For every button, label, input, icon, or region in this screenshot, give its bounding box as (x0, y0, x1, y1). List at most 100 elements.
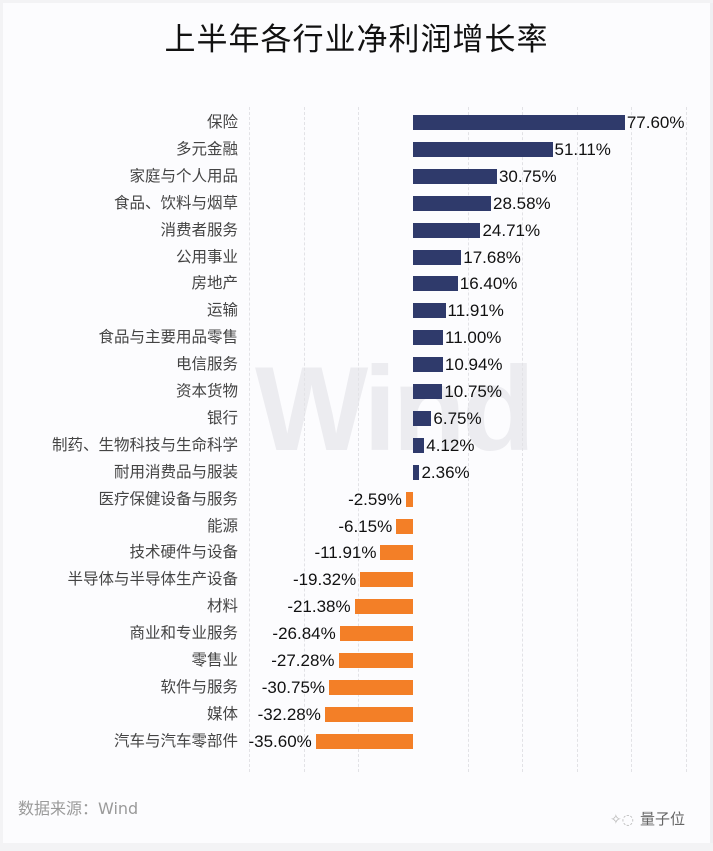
bar (354, 599, 413, 615)
value-label: 4.12% (426, 435, 475, 455)
category-label: 软件与服务 (160, 677, 238, 696)
value-label: -21.38% (287, 597, 351, 617)
category-label: 医疗保健设备与服务 (98, 489, 238, 508)
bar (329, 679, 413, 695)
bar (413, 249, 462, 265)
bar-row: 电信服务 10.94% (0, 355, 713, 383)
bar-row: 半导体与半导体生产设备 -19.32% (0, 570, 713, 598)
gridline (358, 107, 360, 772)
bar-row: 零售业 -27.28% (0, 651, 713, 679)
value-label: -6.15% (338, 516, 393, 536)
bar-row: 食品、饮料与烟草 28.58% (0, 193, 713, 222)
category-label: 半导体与半导体生产设备 (67, 570, 238, 589)
bar (405, 491, 413, 507)
category-label: 商业和专业服务 (129, 624, 238, 643)
bar-row: 银行 6.75% (0, 408, 713, 437)
bar-row: 多元金融 51.11% (0, 139, 713, 168)
brand-name: 量子位 (639, 810, 685, 828)
value-label: 17.68% (463, 247, 521, 267)
value-label: 11.91% (447, 301, 504, 321)
bar-row: 材料 -21.38% (0, 597, 713, 625)
bar-row: 制药、生物科技与生命科学 4.12% (0, 435, 713, 464)
value-label: 51.11% (554, 139, 611, 159)
bar-row: 技术硬件与设备 -11.91% (0, 543, 713, 571)
category-label: 汽车与汽车零部件 (113, 731, 238, 750)
category-label: 零售业 (191, 651, 238, 669)
bar-row: 资本货物 10.75% (0, 382, 713, 410)
chart-card (3, 3, 713, 843)
bar-row: 耐用消费品与服装 2.36% (0, 462, 713, 491)
value-label: -32.28% (257, 704, 321, 724)
bar (315, 733, 413, 749)
bar-row: 消费者服务 24.71% (0, 220, 713, 249)
category-label: 消费者服务 (160, 220, 238, 239)
bar (338, 653, 413, 668)
bar-row: 商业和专业服务 -26.84% (0, 624, 713, 652)
data-source: 数据来源：Wind (18, 799, 139, 818)
category-label: 电信服务 (175, 355, 238, 374)
bar-row: 运输 11.91% (0, 301, 713, 329)
bar (380, 545, 413, 561)
bar (413, 384, 443, 399)
gridline (249, 107, 251, 772)
category-label: 技术硬件与设备 (129, 543, 238, 562)
category-label: 银行 (206, 408, 238, 427)
value-label: 10.94% (444, 355, 503, 375)
bar (413, 464, 420, 480)
watermark: Wind (255, 342, 535, 476)
bar (413, 168, 497, 184)
bar (339, 626, 413, 642)
brand-logo: ✧◌ 量子位 (610, 808, 685, 829)
gridline (576, 107, 578, 772)
category-label: 耐用消费品与服装 (113, 462, 238, 481)
bar-row: 食品与主要用品零售 11.00% (0, 328, 713, 356)
gridline (631, 107, 633, 772)
bar (413, 357, 443, 373)
bar (396, 518, 413, 534)
bar (413, 195, 492, 211)
value-label: 11.00% (445, 328, 502, 348)
wechat-bubble-icon: ✧◌ (610, 812, 634, 828)
gridline (686, 107, 687, 772)
gridline (522, 107, 524, 772)
bar-row: 公用事业 17.68% (0, 247, 713, 276)
value-label: -11.91% (314, 543, 377, 563)
category-label: 材料 (206, 597, 238, 616)
bar-row: 家庭与个人用品 30.75% (0, 166, 713, 195)
value-label: 24.71% (482, 220, 541, 240)
value-label: 10.75% (444, 382, 503, 401)
category-label: 家庭与个人用品 (129, 166, 238, 185)
bar (413, 141, 553, 157)
bar-row: 软件与服务 -30.75% (0, 677, 713, 706)
bar (324, 706, 413, 722)
bar-row: 汽车与汽车零部件 -35.60% (0, 731, 713, 760)
value-label: 30.75% (498, 166, 557, 186)
bar (413, 437, 425, 453)
bar (413, 410, 432, 426)
category-label: 制药、生物科技与生命科学 (51, 435, 238, 454)
category-label: 多元金融 (175, 139, 238, 158)
value-label: 28.58% (493, 193, 551, 213)
value-label: -27.28% (271, 651, 335, 670)
bar (413, 115, 625, 130)
value-label: -35.60% (248, 731, 312, 751)
category-label: 资本货物 (175, 382, 238, 400)
bar (360, 572, 413, 588)
value-label: 16.40% (459, 274, 518, 294)
bar (413, 330, 444, 346)
bar-row: 医疗保健设备与服务 -2.59% (0, 489, 713, 518)
bar-row: 能源 -6.15% (0, 516, 713, 545)
value-label: 77.60% (626, 113, 685, 132)
category-label: 食品与主要用品零售 (98, 328, 238, 347)
category-label: 能源 (206, 516, 238, 535)
bar-row: 保险 77.60% (0, 113, 713, 141)
bar-row: 房地产 16.40% (0, 274, 713, 302)
gridline (303, 107, 305, 772)
category-label: 媒体 (206, 704, 238, 723)
value-label: -2.59% (348, 489, 402, 509)
value-label: -26.84% (272, 624, 336, 644)
value-label: -19.32% (292, 570, 357, 590)
value-label: 6.75% (433, 408, 482, 428)
value-label: 2.36% (421, 462, 470, 482)
